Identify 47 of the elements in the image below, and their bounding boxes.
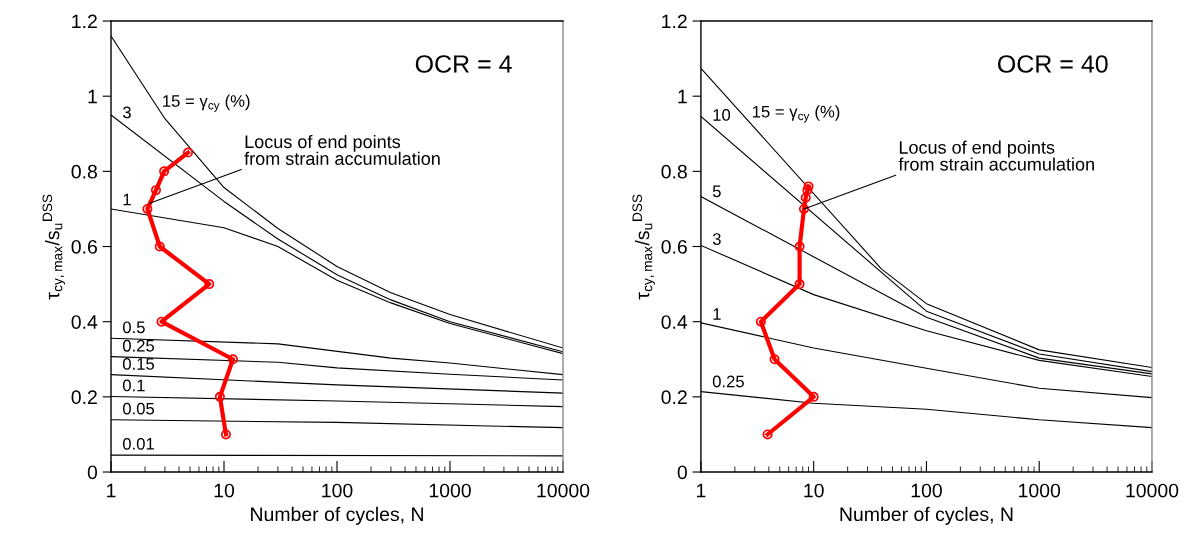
x-tick-label: 100 [911, 483, 942, 498]
annotation: OCR = 40 [997, 55, 1108, 73]
x-tick-label: 1 [697, 483, 706, 498]
x-tick-label: 10 [804, 483, 824, 498]
y-tick-label: 1 [88, 89, 97, 104]
annotation: OCR = 4 [415, 55, 512, 73]
y-axis-title: τ$_{cy,max}$/s$_{u}$$^{DSS}$ [632, 194, 655, 300]
annotation: 0.15 [122, 358, 155, 370]
y-tick-label: 1 [678, 89, 687, 104]
annotation: Locus of end points from strain accumulation [898, 140, 1094, 171]
annotation: 0.01 [122, 437, 154, 450]
y-tick-label: 0.2 [71, 390, 97, 405]
x-tick-label: 10 [214, 483, 235, 498]
y-tick-label: 1.2 [72, 14, 97, 29]
annotation: 10 [713, 109, 731, 121]
x-axis-title: Number of cycles, N [840, 506, 1013, 525]
annotation: 0.25 [712, 375, 744, 388]
y-tick-label: 0.6 [71, 239, 97, 254]
annotation: 5 [712, 185, 721, 198]
annotation: Locus of end points from strain accumulation [244, 134, 440, 166]
y-tick-label: 0.8 [71, 164, 97, 179]
annotation: 0.25 [122, 339, 155, 352]
y-tick-label: 0.4 [71, 315, 98, 329]
y-tick-label: 0.4 [661, 315, 688, 329]
y-tick-label: 0.8 [661, 164, 687, 179]
annotation: 1 [713, 308, 721, 320]
annotation: 0.05 [122, 402, 155, 415]
x-tick-label: 10000 [1126, 483, 1179, 498]
annotation: 15 = γ$_{cy}$ (%) [752, 105, 840, 123]
x-tick-label: 1000 [1019, 483, 1061, 498]
annotation: 15 = γ$_{cy}$ (%) [163, 94, 250, 112]
annotation: 3 [712, 233, 721, 245]
x-tick-label: 1000 [429, 483, 471, 498]
annotation: 1 [123, 193, 131, 206]
annotation: 0.1 [122, 379, 145, 392]
y-axis-title: τ$_{cy,max}$/s$_{u}$$^{DSS}$ [42, 194, 66, 300]
y-tick-label: 1.2 [662, 14, 687, 29]
x-tick-label: 10000 [537, 483, 590, 498]
y-tick-label: 0.2 [661, 390, 687, 405]
annotation: 3 [122, 106, 131, 119]
annotation: 0.5 [122, 321, 145, 334]
y-tick-label: 0 [87, 465, 98, 480]
y-tick-label: 0 [677, 465, 687, 480]
x-axis-title: Number of cycles, N [251, 506, 423, 525]
y-tick-label: 0.6 [661, 239, 687, 254]
x-tick-label: 100 [322, 483, 353, 498]
x-tick-label: 1 [107, 483, 116, 498]
